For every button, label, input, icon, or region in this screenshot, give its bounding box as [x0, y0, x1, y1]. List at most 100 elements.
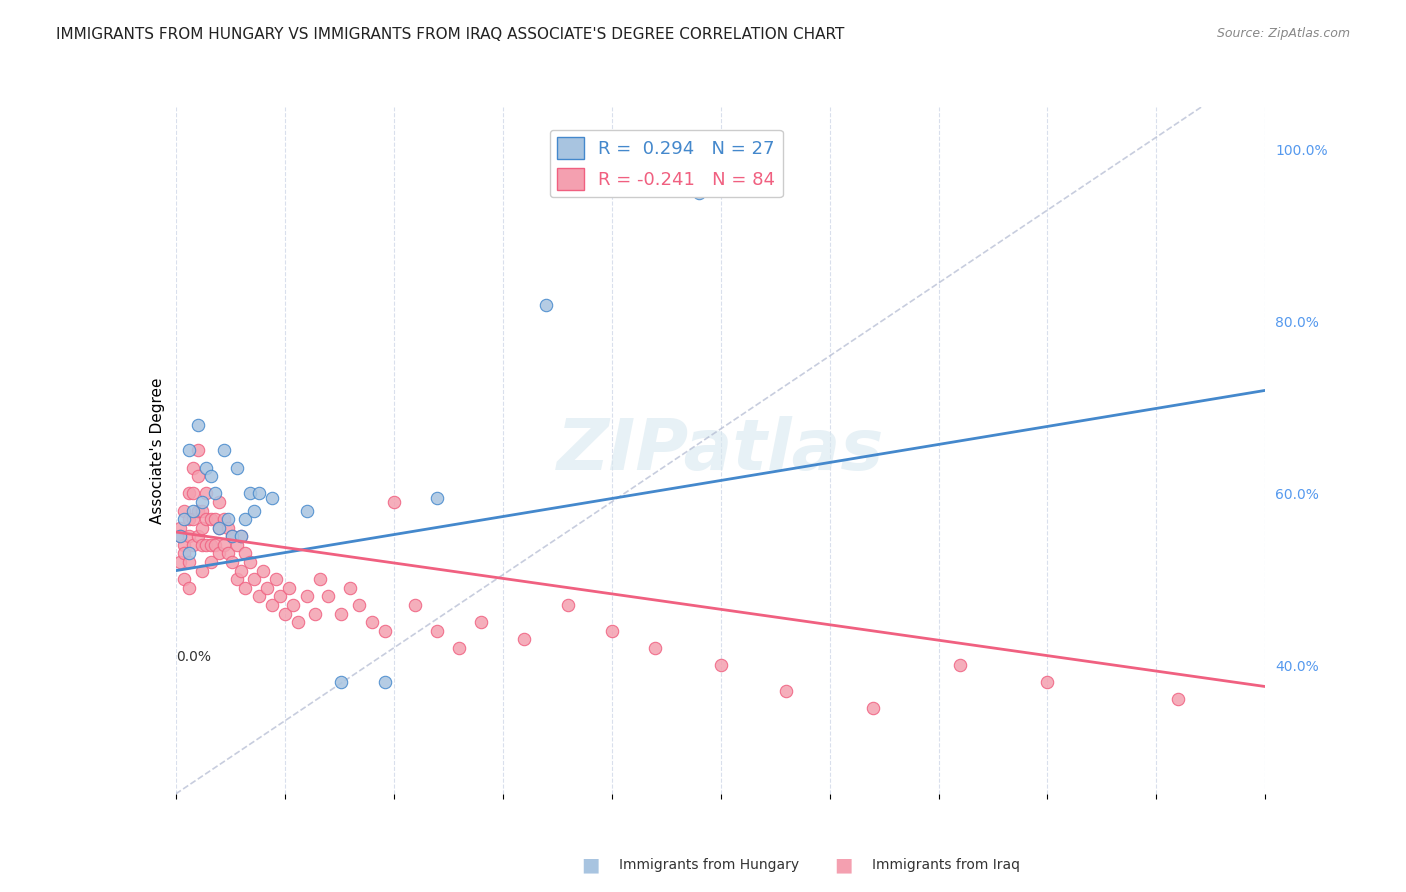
Point	[231, 529, 253, 543]
Point	[426, 624, 449, 638]
Point	[204, 486, 226, 500]
Point	[212, 443, 235, 458]
Point	[1036, 675, 1059, 690]
Point	[287, 615, 309, 630]
Point	[225, 460, 247, 475]
Point	[181, 486, 204, 500]
Legend: R =  0.294   N = 27, R = -0.241   N = 84: R = 0.294 N = 27, R = -0.241 N = 84	[550, 130, 783, 197]
Text: ZIPatlas: ZIPatlas	[557, 416, 884, 485]
Point	[177, 581, 200, 595]
Point	[212, 538, 235, 552]
Point	[173, 538, 195, 552]
Point	[269, 590, 291, 604]
Point	[225, 538, 247, 552]
Point	[382, 495, 405, 509]
Point	[235, 581, 257, 595]
Point	[688, 186, 710, 200]
Point	[330, 675, 353, 690]
Point	[204, 538, 226, 552]
Text: 0.0%: 0.0%	[176, 649, 211, 664]
Point	[295, 503, 318, 517]
Point	[208, 495, 231, 509]
Text: Immigrants from Hungary: Immigrants from Hungary	[619, 858, 799, 872]
Point	[191, 495, 214, 509]
Point	[534, 297, 557, 311]
Point	[231, 529, 253, 543]
Point	[283, 598, 305, 612]
Point	[177, 555, 200, 569]
Point	[181, 512, 204, 526]
Point	[212, 512, 235, 526]
Point	[239, 486, 262, 500]
Point	[186, 443, 209, 458]
Point	[360, 615, 382, 630]
Point	[470, 615, 492, 630]
Point	[181, 460, 204, 475]
Point	[186, 469, 209, 483]
Point	[217, 546, 239, 561]
Point	[169, 529, 191, 543]
Point	[177, 486, 200, 500]
Point	[191, 503, 214, 517]
Point	[374, 624, 396, 638]
Text: ■: ■	[834, 855, 853, 875]
Point	[710, 658, 733, 673]
Point	[256, 581, 278, 595]
Text: IMMIGRANTS FROM HUNGARY VS IMMIGRANTS FROM IRAQ ASSOCIATE'S DEGREE CORRELATION C: IMMIGRANTS FROM HUNGARY VS IMMIGRANTS FR…	[56, 27, 845, 42]
Point	[208, 521, 231, 535]
Point	[347, 598, 370, 612]
Point	[235, 512, 257, 526]
Point	[186, 529, 209, 543]
Point	[195, 538, 218, 552]
Point	[191, 564, 214, 578]
Point	[644, 640, 666, 655]
Point	[217, 512, 239, 526]
Point	[330, 607, 353, 621]
Point	[177, 443, 200, 458]
Point	[191, 538, 214, 552]
Point	[173, 503, 195, 517]
Point	[200, 469, 222, 483]
Point	[173, 512, 195, 526]
Point	[247, 486, 270, 500]
Point	[1298, 675, 1320, 690]
Point	[221, 529, 243, 543]
Text: Source: ZipAtlas.com: Source: ZipAtlas.com	[1216, 27, 1350, 40]
Point	[243, 503, 266, 517]
Point	[949, 658, 972, 673]
Point	[225, 572, 247, 586]
Point	[208, 521, 231, 535]
Point	[775, 684, 797, 698]
Point	[181, 538, 204, 552]
Point	[191, 521, 214, 535]
Point	[200, 538, 222, 552]
Point	[195, 460, 218, 475]
Point	[177, 546, 200, 561]
Point	[252, 564, 274, 578]
Point	[278, 581, 301, 595]
Point	[169, 555, 191, 569]
Text: Immigrants from Iraq: Immigrants from Iraq	[872, 858, 1019, 872]
Point	[426, 491, 449, 505]
Point	[260, 598, 283, 612]
Point	[208, 546, 231, 561]
Point	[169, 521, 191, 535]
Point	[243, 572, 266, 586]
Point	[513, 632, 536, 647]
Point	[405, 598, 427, 612]
Point	[186, 417, 209, 432]
Point	[295, 590, 318, 604]
Point	[308, 572, 330, 586]
Point	[374, 675, 396, 690]
Point	[221, 529, 243, 543]
Point	[260, 491, 283, 505]
Point	[304, 607, 326, 621]
Point	[195, 512, 218, 526]
Point	[204, 512, 226, 526]
Point	[600, 624, 623, 638]
Point	[247, 590, 270, 604]
Point	[186, 503, 209, 517]
Point	[177, 512, 200, 526]
Point	[557, 598, 579, 612]
Point	[217, 521, 239, 535]
